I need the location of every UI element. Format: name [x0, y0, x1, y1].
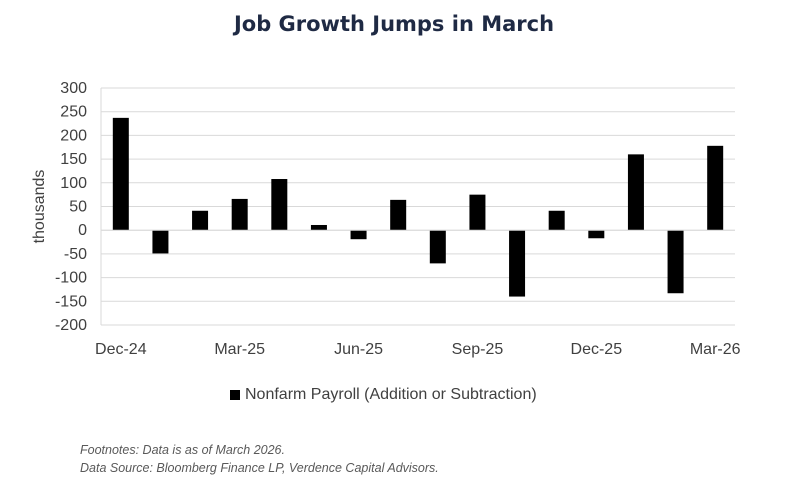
- bar-Apr-25: [271, 179, 288, 231]
- bar-May-25: [310, 224, 327, 231]
- y-tick-label: 300: [60, 80, 87, 97]
- y-tick-label: 100: [60, 175, 87, 192]
- chart-legend: Nonfarm Payroll (Addition or Subtraction…: [230, 386, 537, 404]
- y-tick-label: 50: [69, 199, 87, 216]
- x-tick-label: Jun-25: [334, 341, 383, 358]
- x-tick-label: Dec-25: [571, 341, 623, 358]
- bar-Oct-25: [509, 230, 526, 297]
- bar-Jun-25: [350, 230, 367, 240]
- bar-Dec-24: [112, 117, 129, 231]
- bar-Jul-25: [390, 199, 407, 231]
- legend-swatch: [230, 390, 240, 400]
- bar-Dec-25: [588, 230, 605, 239]
- x-tick-label: Mar-26: [690, 341, 741, 358]
- bar-Feb-25: [192, 210, 209, 231]
- y-tick-label: -50: [64, 246, 87, 263]
- y-axis-title: thousands: [31, 170, 48, 244]
- bar-Feb-26: [667, 230, 684, 294]
- bar-Jan-25: [152, 230, 169, 254]
- bar-Sep-25: [469, 194, 486, 231]
- y-tick-label: 200: [60, 127, 87, 144]
- bar-Nov-25: [548, 210, 565, 231]
- y-tick-label: 250: [60, 104, 87, 121]
- x-tick-label: Dec-24: [95, 341, 147, 358]
- data-source-note: Data Source: Bloomberg Finance LP, Verde…: [80, 461, 439, 475]
- chart-title: Job Growth Jumps in March: [233, 12, 555, 36]
- y-tick-label: -200: [55, 317, 87, 334]
- y-tick-label: 150: [60, 151, 87, 168]
- bar-Mar-26: [707, 145, 724, 231]
- x-tick-label: Mar-25: [214, 341, 265, 358]
- footnote: Footnotes: Data is as of March 2026.: [80, 443, 285, 457]
- legend-label: Nonfarm Payroll (Addition or Subtraction…: [245, 386, 537, 403]
- y-tick-label: 0: [78, 222, 87, 239]
- bar-Mar-25: [231, 198, 248, 231]
- y-tick-label: -100: [55, 270, 87, 287]
- bar-Jan-26: [627, 154, 644, 231]
- y-tick-label: -150: [55, 293, 87, 310]
- x-tick-label: Sep-25: [452, 341, 504, 358]
- bar-Aug-25: [429, 230, 446, 264]
